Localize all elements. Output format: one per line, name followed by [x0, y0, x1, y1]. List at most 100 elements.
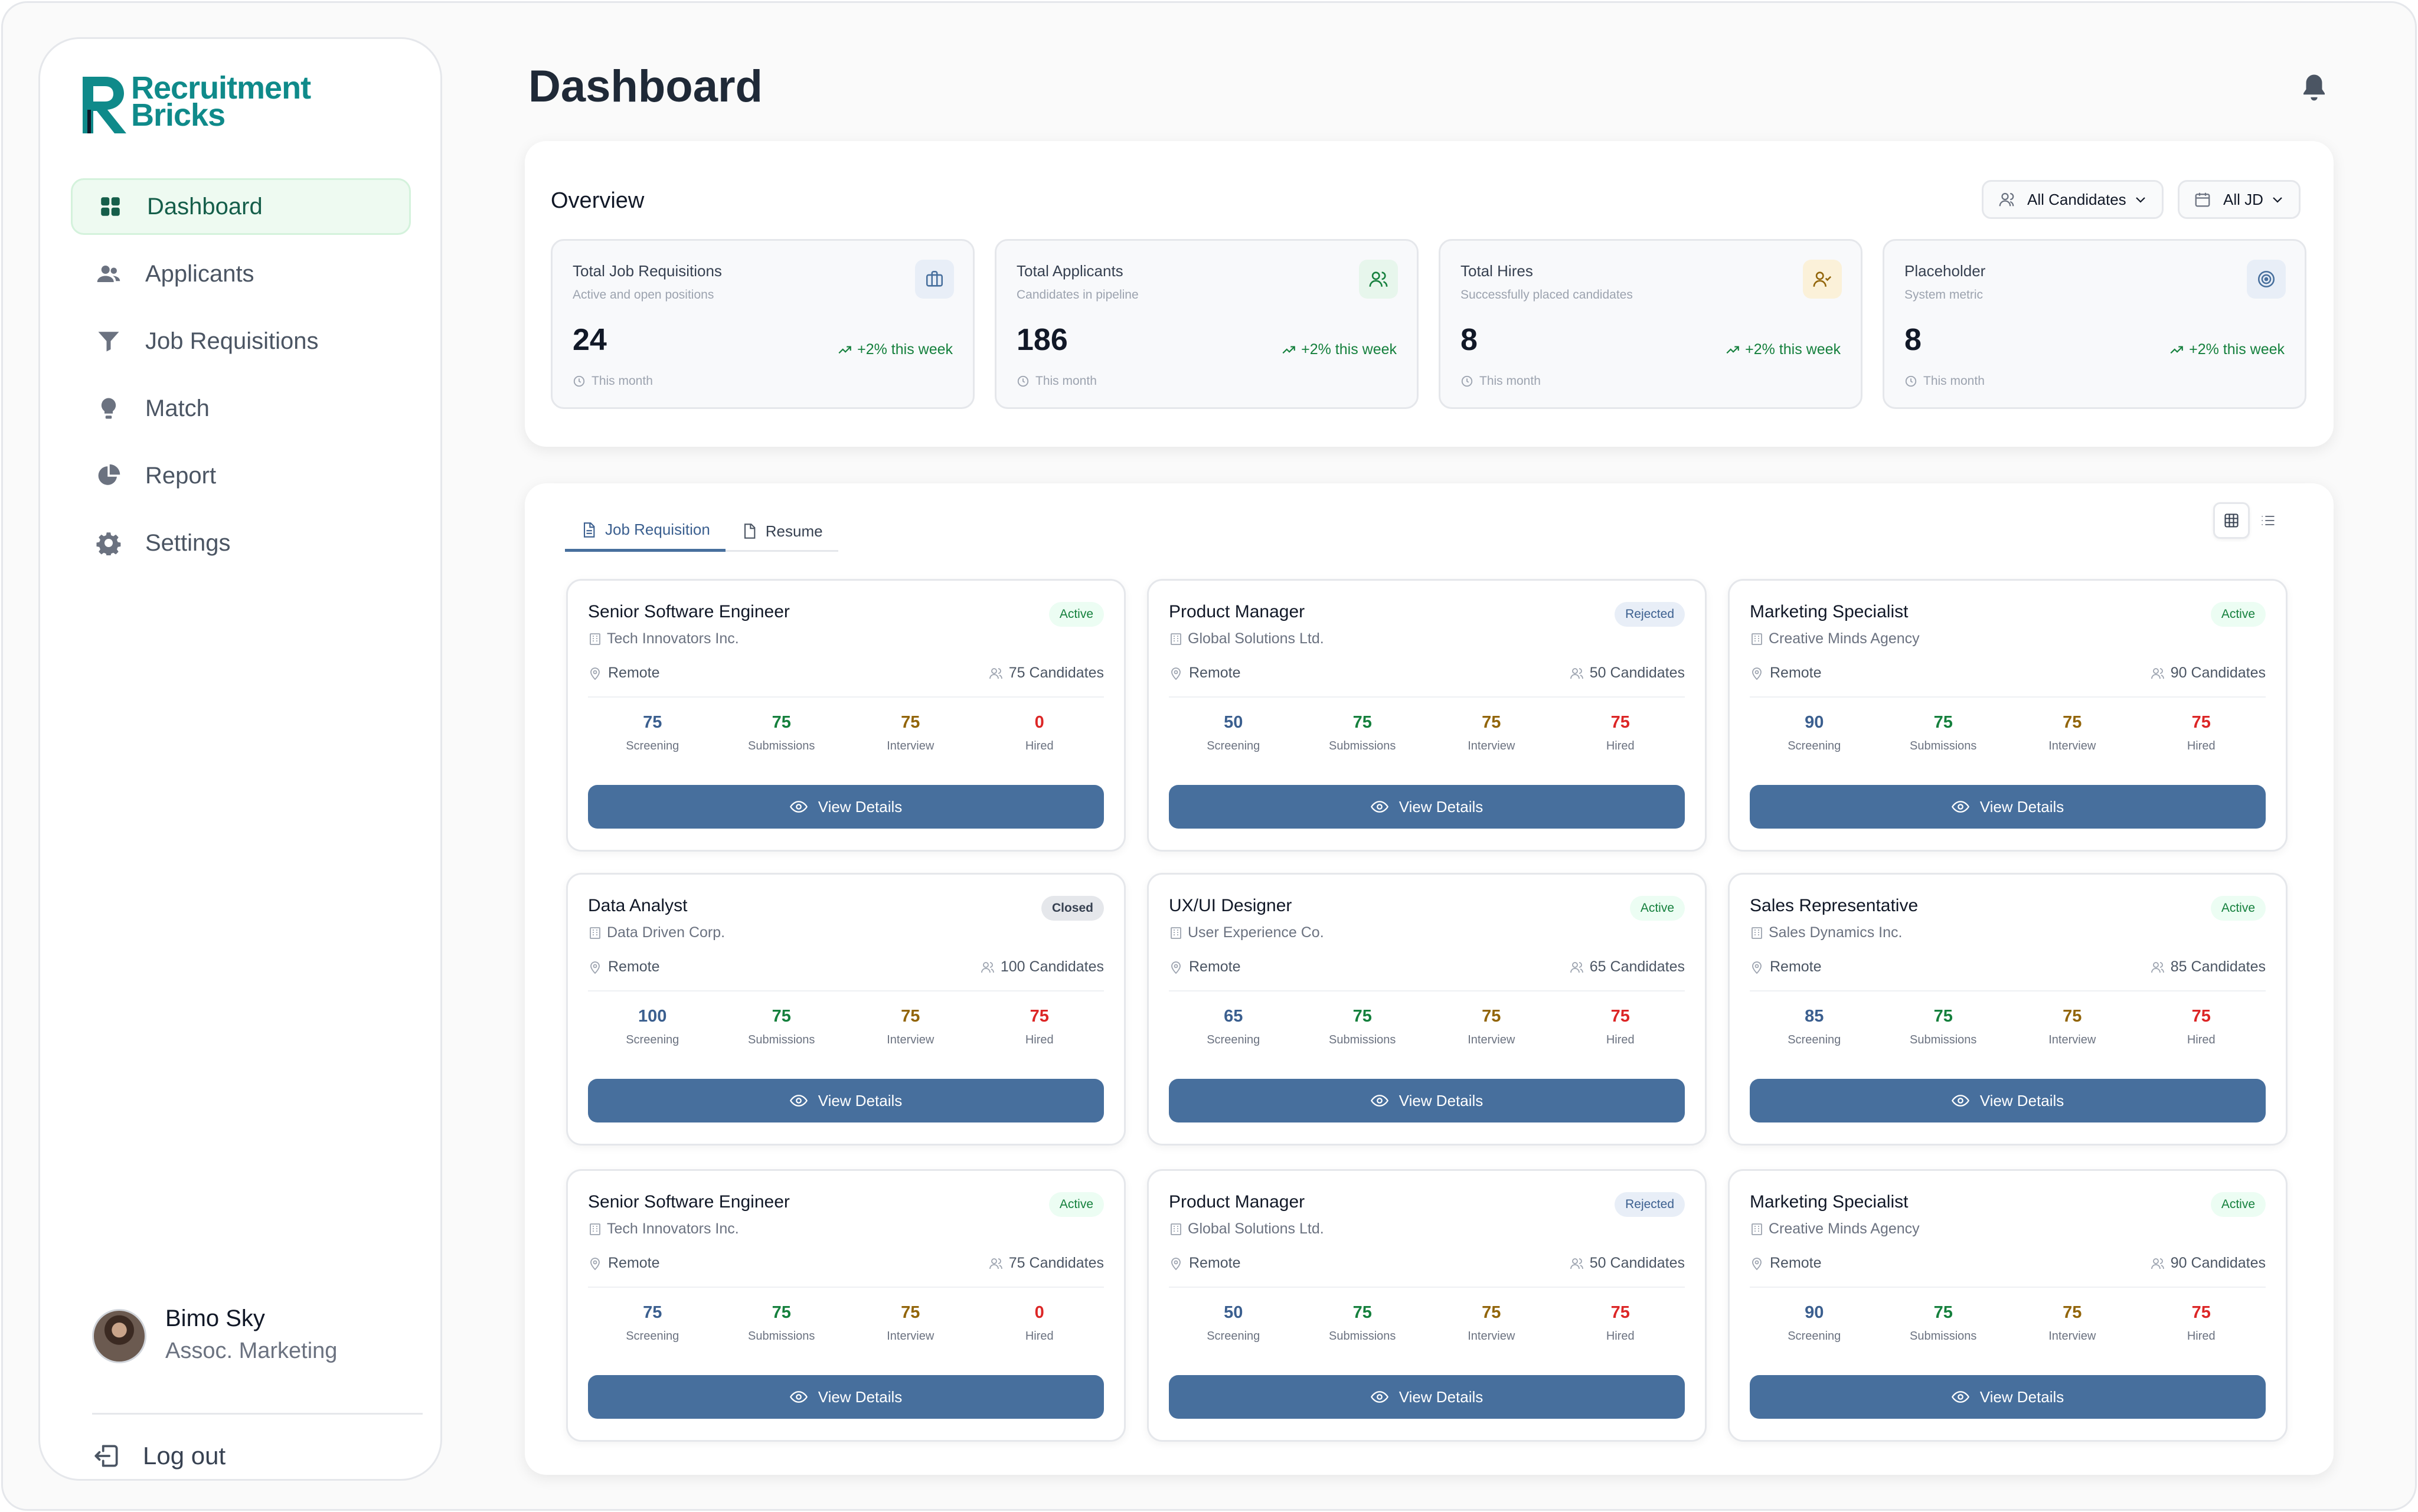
stat-footer: This month [1460, 374, 1541, 388]
pipeline-metrics: 90 Screening 75 Submissions 75 Interview… [1750, 1303, 2266, 1350]
divider [588, 990, 1104, 991]
metric-value: 75 [2063, 713, 2082, 732]
metric-label: Screening [1788, 1330, 1841, 1343]
pipeline-metrics: 75 Screening 75 Submissions 75 Interview… [588, 713, 1104, 760]
metric-label: Submissions [1329, 739, 1396, 752]
company-name: Creative Minds Agency [1769, 1220, 1920, 1237]
grid-view-button[interactable] [2213, 502, 2250, 539]
sidebar-item-label: Settings [145, 529, 231, 556]
users-icon [1570, 1258, 1583, 1269]
metric-value: 50 [1224, 1303, 1243, 1322]
file-icon [744, 523, 756, 539]
candidate-count: 90 Candidates [2151, 1255, 2266, 1272]
metric-label: Submissions [1329, 1330, 1396, 1343]
stat-trend-text: +2% this week [1745, 341, 1841, 358]
metric-value: 75 [1933, 713, 1953, 732]
user-profile[interactable]: Bimo Sky Assoc. Marketing [92, 1302, 423, 1367]
metric-value: 75 [772, 1303, 791, 1322]
stat-footer: This month [1017, 374, 1097, 388]
sidebar-item-settings[interactable]: Settings [71, 515, 411, 571]
job-card: UX/UI Designer Active User Experience Co… [1147, 873, 1707, 1146]
pipeline-metrics: 75 Screening 75 Submissions 75 Interview… [588, 1303, 1104, 1350]
stat-subtitle: Candidates in pipeline [1017, 288, 1139, 302]
view-details-button[interactable]: View Details [1169, 785, 1685, 829]
filter-jd-dropdown[interactable]: All JD [2178, 180, 2301, 219]
metric-label: Screening [626, 1033, 679, 1046]
metric-value: 75 [1030, 1007, 1049, 1026]
avatar [92, 1309, 146, 1363]
pipeline-metrics: 65 Screening 75 Submissions 75 Interview… [1169, 1007, 1685, 1054]
metric-value: 75 [1933, 1007, 1953, 1026]
view-details-button[interactable]: View Details [1750, 785, 2266, 829]
dashboard-grid-icon [97, 194, 123, 220]
metric-label: Hired [2187, 1033, 2216, 1046]
lightbulb-icon [96, 395, 122, 421]
metric-submissions: 75 Submissions [1879, 713, 2008, 760]
metric-submissions: 75 Submissions [1879, 1007, 2008, 1054]
divider [588, 696, 1104, 698]
view-details-button[interactable]: View Details [1169, 1079, 1685, 1122]
stat-subtitle: System metric [1904, 288, 1984, 302]
metric-label: Interview [1468, 1033, 1515, 1046]
sidebar: Recruitment Bricks Dashboard Applicants [38, 37, 442, 1481]
metric-value: 65 [1224, 1007, 1243, 1026]
notification-bell-icon[interactable] [2298, 71, 2330, 104]
job-company: Tech Innovators Inc. [588, 1220, 739, 1238]
filter-candidates-dropdown[interactable]: All Candidates [1982, 180, 2164, 219]
sidebar-item-dashboard[interactable]: Dashboard [71, 178, 411, 235]
job-card: Senior Software Engineer Active Tech Inn… [566, 1169, 1126, 1442]
job-title: Marketing Specialist [1750, 1192, 1909, 1212]
pipeline-metrics: 90 Screening 75 Submissions 75 Interview… [1750, 713, 2266, 760]
view-details-button[interactable]: View Details [1750, 1079, 2266, 1122]
users-icon [989, 667, 1002, 679]
metric-submissions: 75 Submissions [717, 1007, 847, 1054]
logo[interactable]: Recruitment Bricks [79, 72, 327, 139]
metric-value: 75 [1610, 1007, 1630, 1026]
sidebar-item-label: Dashboard [147, 193, 263, 220]
metric-screening: 75 Screening [588, 713, 717, 760]
metric-interview: 75 Interview [2008, 1303, 2137, 1350]
metric-label: Hired [1025, 1330, 1054, 1343]
sidebar-item-job-requisitions[interactable]: Job Requisitions [71, 313, 411, 369]
view-details-button[interactable]: View Details [588, 1375, 1104, 1419]
divider [92, 1413, 423, 1415]
map-pin-icon [1171, 1257, 1181, 1270]
candidate-count-text: 90 Candidates [2170, 1255, 2266, 1271]
sidebar-item-match[interactable]: Match [71, 380, 411, 437]
job-company: Creative Minds Agency [1750, 1220, 1920, 1238]
stat-value: 186 [1017, 323, 1068, 357]
job-title: Product Manager [1169, 1192, 1305, 1212]
stat-trend: +2% this week [1281, 341, 1397, 358]
company-name: Data Driven Corp. [607, 924, 726, 941]
metric-label: Submissions [1910, 1033, 1977, 1046]
view-details-button[interactable]: View Details [1169, 1375, 1685, 1419]
metric-label: Hired [2187, 1330, 2216, 1343]
metric-value: 90 [1805, 713, 1824, 732]
job-company: Sales Dynamics Inc. [1750, 924, 1902, 941]
logo-text-line2: Bricks [131, 97, 226, 133]
view-details-label: View Details [818, 1091, 903, 1110]
candidate-count: 100 Candidates [981, 958, 1104, 976]
filter-candidates-label: All Candidates [2027, 190, 2126, 208]
metric-label: Submissions [748, 739, 815, 752]
sidebar-item-report[interactable]: Report [71, 447, 411, 504]
sidebar-item-applicants[interactable]: Applicants [71, 246, 411, 302]
divider [588, 1287, 1104, 1288]
eye-icon [1951, 1095, 1969, 1107]
metric-interview: 75 Interview [1427, 1007, 1556, 1054]
tab-resume[interactable]: Resume [726, 510, 838, 552]
users-icon [1570, 961, 1583, 973]
candidate-count: 75 Candidates [989, 1255, 1104, 1272]
list-view-button[interactable] [2250, 502, 2286, 539]
metric-value: 50 [1224, 713, 1243, 732]
pipeline-metrics: 100 Screening 75 Submissions 75 Intervie… [588, 1007, 1104, 1054]
view-details-button[interactable]: View Details [1750, 1375, 2266, 1419]
metric-screening: 85 Screening [1750, 1007, 1879, 1054]
metric-value: 75 [1610, 1303, 1630, 1322]
view-details-button[interactable]: View Details [588, 785, 1104, 829]
logout-button[interactable]: Log out [92, 1435, 226, 1477]
metric-hired: 75 Hired [2137, 1007, 2266, 1054]
tab-job-requisition[interactable]: Job Requisition [565, 510, 726, 552]
view-details-button[interactable]: View Details [588, 1079, 1104, 1122]
overview-panel: Overview All Candidates All JD Total Job… [525, 141, 2334, 447]
